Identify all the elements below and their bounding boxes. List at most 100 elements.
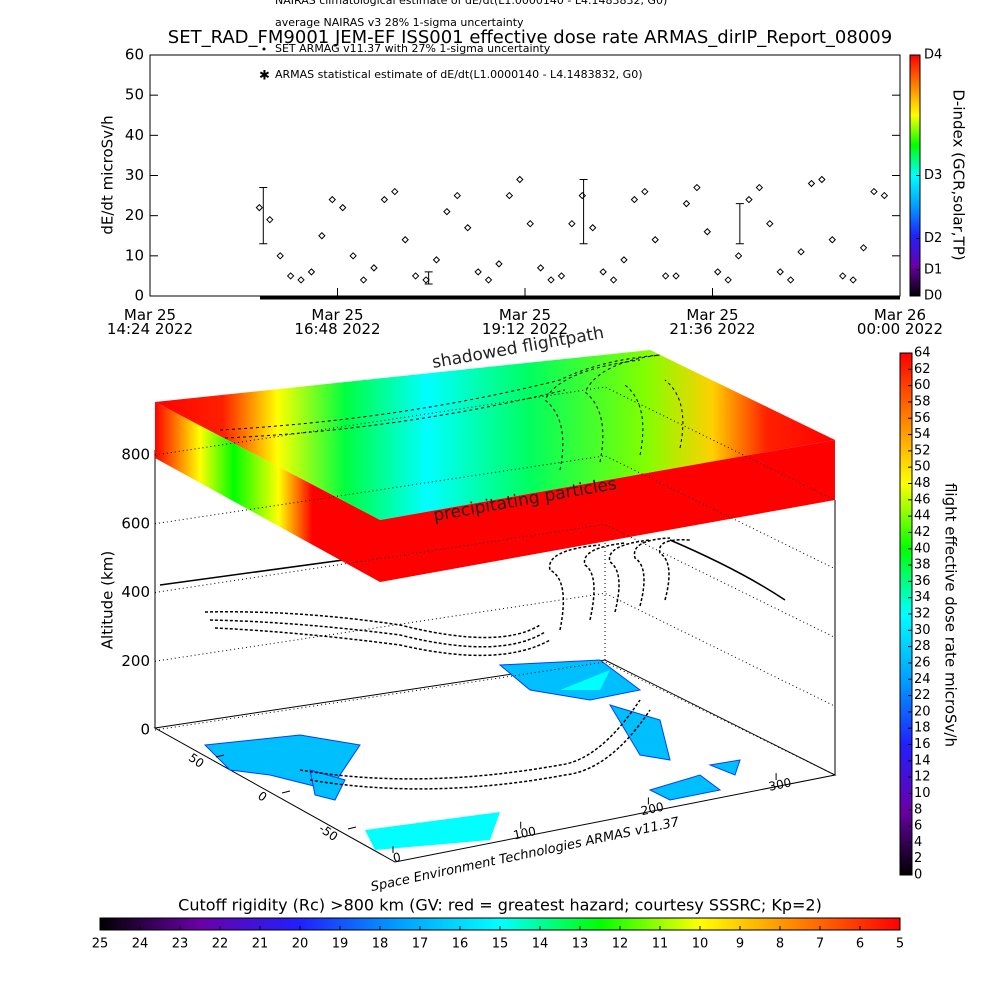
colorbar-tick-label: 6 — [856, 937, 864, 952]
data-point — [286, 272, 295, 280]
data-point — [682, 199, 691, 208]
colorbar-tick-label: D1 — [924, 262, 942, 277]
data-point — [755, 183, 764, 192]
colorbar-tick-label: 14 — [532, 937, 549, 952]
colorbar-tick-label: 12 — [914, 770, 931, 785]
y-tick-label: 0 — [134, 287, 144, 305]
data-point — [453, 191, 461, 200]
data-point — [609, 276, 618, 284]
data-point — [641, 187, 649, 196]
colorbar-tick-label: 20 — [914, 704, 931, 719]
data-point — [870, 187, 878, 196]
x-tick-label: 100 — [512, 824, 537, 842]
z-tick-label: 400 — [121, 583, 150, 601]
data-point — [703, 228, 711, 236]
scene-3d — [153, 296, 900, 863]
slab-front — [380, 440, 835, 582]
colorbar-tick-label: 18 — [372, 937, 389, 952]
colorbar-tick-label: 64 — [914, 346, 931, 361]
error-bar — [579, 179, 588, 245]
colorbar-tick-label: 46 — [914, 492, 931, 507]
data-point — [307, 268, 316, 276]
data-point — [734, 252, 743, 260]
colorbar-tick-label: 28 — [914, 639, 931, 654]
data-point — [411, 272, 420, 280]
colorbar-label: Cutoff rigidity (Rc) >800 km (GV: red = … — [178, 896, 822, 915]
data-point — [578, 191, 586, 200]
data-point — [589, 224, 597, 232]
colorbar-tick-label: 40 — [914, 541, 931, 556]
data-point — [547, 276, 555, 284]
data-point — [651, 236, 659, 244]
data-point — [495, 260, 503, 268]
data-point — [557, 272, 566, 280]
colorbar-tick-label: 0 — [914, 868, 922, 883]
y-tick — [215, 754, 225, 758]
colorbar-tick-label: 44 — [914, 509, 931, 524]
data-point — [849, 276, 857, 284]
colorbar-tick-label: 4 — [914, 835, 922, 850]
error-bar — [259, 187, 268, 245]
data-point — [776, 268, 784, 276]
colorbar-tick-label: 34 — [914, 590, 931, 605]
slab-top — [155, 350, 835, 520]
x-tick-label: Mar 25 14:24 2022 — [106, 306, 194, 338]
flight-path — [204, 537, 691, 790]
colorbar-tick-label: 7 — [816, 937, 824, 952]
colorbar-label: D-index (GCR,solar,TP) — [950, 89, 968, 260]
colorbar-tick-label: 58 — [914, 394, 931, 409]
data-point — [380, 195, 389, 204]
data-point — [724, 276, 732, 284]
data-point — [464, 224, 472, 232]
data-point — [401, 236, 409, 244]
colorbar-tick-label: 8 — [776, 937, 784, 952]
colorbar-tick-label: 25 — [92, 937, 109, 952]
z-tick-label: 600 — [121, 514, 150, 532]
colorbar-tick-label: 56 — [914, 411, 931, 426]
colorbar-tick-label: 60 — [914, 378, 931, 393]
colorbar-tick-label: 16 — [452, 937, 469, 952]
colorbar-tick-label: 23 — [172, 937, 189, 952]
colorbar-tick-label: 9 — [736, 937, 744, 952]
data-point — [766, 219, 774, 228]
data-point — [422, 276, 430, 284]
colorbar-tick-label: 10 — [692, 937, 709, 952]
colorbar-label: flight effective dose rate microSv/h — [942, 483, 960, 747]
colorbar-tick-label: 18 — [914, 721, 931, 736]
y-axis-label: dE/dt microSv/h — [99, 115, 117, 234]
colorbar-tick-label: 36 — [914, 574, 931, 589]
colorbar-tick-label: 32 — [914, 607, 931, 622]
data-point — [568, 219, 576, 228]
colorbar-tick-label: 16 — [914, 737, 931, 752]
colorbar-tick-label: 54 — [914, 427, 931, 442]
map-land — [203, 659, 741, 850]
colorbar-tick-label: 24 — [914, 672, 931, 687]
slab-flight-path — [219, 354, 684, 471]
x-tick-label: 300 — [767, 775, 792, 793]
data-point — [359, 276, 368, 284]
y-tick-label: 40 — [125, 126, 144, 144]
data-point — [859, 244, 868, 252]
y-tick-label: 20 — [125, 206, 144, 224]
y-tick-label: 10 — [125, 246, 144, 264]
colorbar-tick-label: 52 — [914, 443, 931, 458]
data-point — [328, 195, 336, 204]
colorbar-tick-label: 8 — [914, 802, 922, 817]
data-point — [297, 276, 305, 284]
data-point — [693, 183, 701, 192]
colorbar-tick-label: 21 — [252, 937, 269, 952]
z-axis-label: Altitude (km) — [99, 551, 117, 649]
colorbar-tick-label: 14 — [914, 753, 931, 768]
colorbar-tick-label: D0 — [924, 289, 942, 304]
data-point — [255, 203, 264, 212]
z-tick-label: 800 — [121, 446, 150, 464]
data-point — [484, 276, 493, 284]
annotation: NAIRAS climatological estimate of dE/dt(… — [275, 0, 667, 7]
colorbar-tick-label: 22 — [212, 937, 229, 952]
data-point — [714, 268, 722, 276]
data-point — [266, 215, 274, 224]
colorbar-tick-label: 5 — [896, 937, 904, 952]
x-tick-label: 200 — [640, 800, 665, 818]
